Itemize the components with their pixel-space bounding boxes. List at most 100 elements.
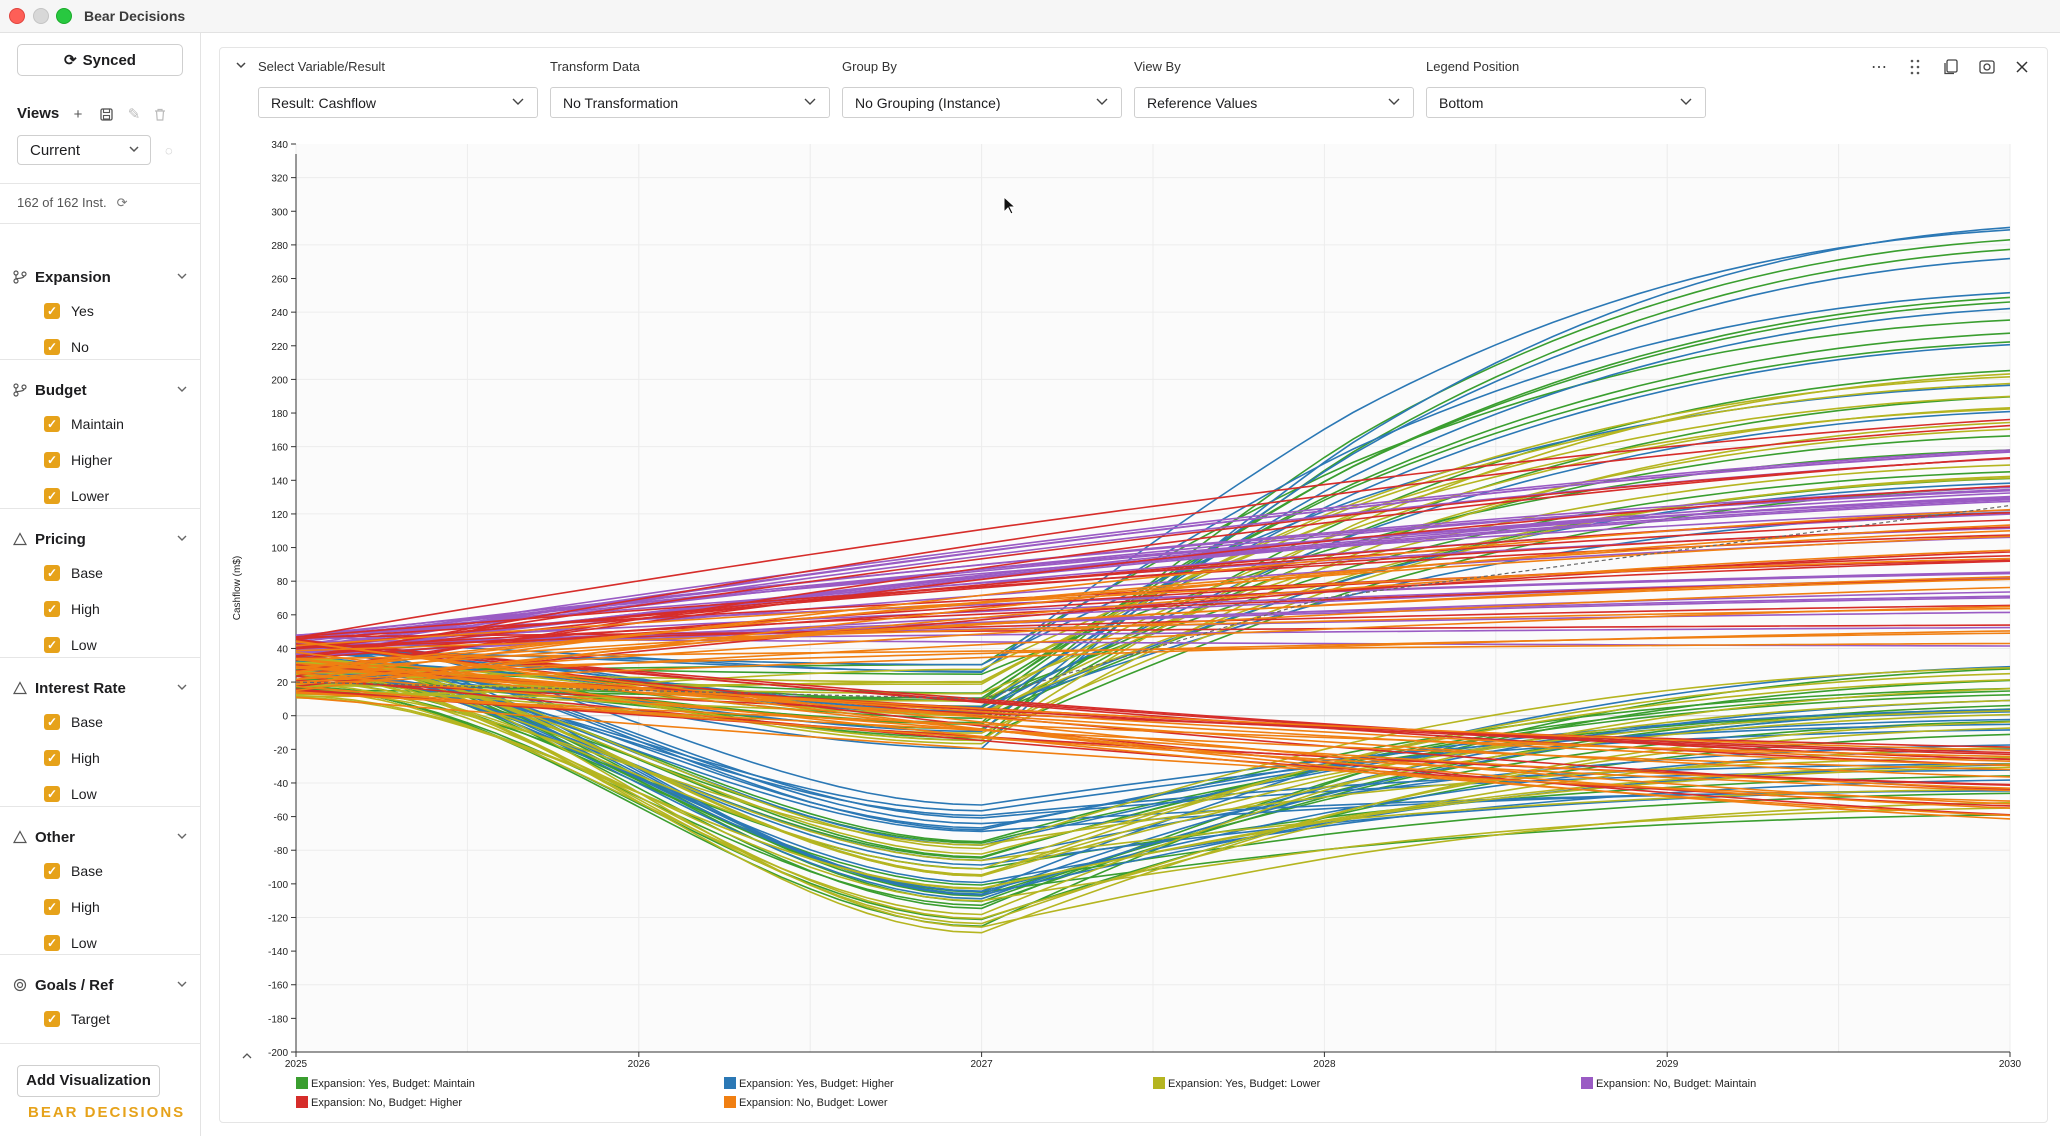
checkbox-checked[interactable]: ✓ <box>44 714 60 730</box>
refresh-view-icon[interactable]: ◌ <box>165 143 173 158</box>
series-line <box>295 477 2011 714</box>
filter-group-header[interactable]: Budget <box>13 382 188 402</box>
edit-view-icon[interactable]: ✎ <box>127 106 141 123</box>
series-line <box>295 665 2011 893</box>
group-by-select[interactable]: No Grouping (Instance) <box>842 87 1122 118</box>
legend-position-select[interactable]: Bottom <box>1426 87 1706 118</box>
chevron-down-icon <box>511 94 525 111</box>
collapse-legend-icon <box>242 1053 252 1059</box>
close-panel-icon[interactable] <box>2011 56 2033 78</box>
checkbox-checked[interactable]: ✓ <box>44 899 60 915</box>
legend-label: Expansion: No, Budget: Higher <box>311 1097 463 1109</box>
zoom-window-button[interactable] <box>56 8 72 24</box>
checkbox-checked[interactable]: ✓ <box>44 452 60 468</box>
chevron-down-icon <box>1387 94 1401 111</box>
delete-view-icon[interactable] <box>151 105 169 123</box>
series-line <box>295 485 2011 672</box>
divider <box>0 1043 200 1044</box>
checkbox-checked[interactable]: ✓ <box>44 339 60 355</box>
legend-item[interactable]: Expansion: Yes, Budget: Lower <box>1153 1077 1320 1090</box>
legend-item[interactable]: Expansion: Yes, Budget: Maintain <box>296 1077 475 1090</box>
y-tick-label: 140 <box>271 476 288 487</box>
views-select[interactable]: Current <box>17 135 151 165</box>
filter-option-label: Yes <box>71 303 94 319</box>
y-tick-label: 40 <box>277 644 289 655</box>
filter-group-header[interactable]: Pricing <box>12 531 188 551</box>
checkbox-checked[interactable]: ✓ <box>44 488 60 504</box>
checkbox-checked[interactable]: ✓ <box>44 750 60 766</box>
checkbox-checked[interactable]: ✓ <box>44 637 60 653</box>
warning-icon <box>12 681 28 698</box>
chevron-down-icon[interactable] <box>176 531 188 548</box>
divider <box>0 806 200 807</box>
series-line <box>295 665 2011 767</box>
y-tick-label: 320 <box>271 174 288 185</box>
series-line <box>295 696 2011 802</box>
filter-group-header[interactable]: Expansion <box>13 269 188 289</box>
add-visualization-button[interactable]: Add Visualization <box>17 1065 160 1097</box>
legend-item[interactable]: Expansion: No, Budget: Higher <box>296 1096 462 1109</box>
y-tick-label: -100 <box>268 880 288 891</box>
checkbox-checked[interactable]: ✓ <box>44 416 60 432</box>
chevron-down-icon[interactable] <box>176 977 188 994</box>
checkbox-checked[interactable]: ✓ <box>44 565 60 581</box>
series-line <box>295 519 2011 650</box>
more-options-icon[interactable]: ⋯ <box>1871 59 1887 76</box>
chevron-down-icon <box>1095 94 1109 111</box>
checkbox-checked[interactable]: ✓ <box>44 601 60 617</box>
series-line <box>295 486 2011 739</box>
variable-select[interactable]: Result: Cashflow <box>258 87 538 118</box>
close-window-button[interactable] <box>9 8 25 24</box>
filter-group-header[interactable]: Interest Rate <box>12 680 188 700</box>
series-line <box>295 679 2011 748</box>
export-image-icon[interactable] <box>1976 56 1998 78</box>
chevron-down-icon[interactable] <box>176 269 188 286</box>
legend-swatch <box>724 1096 736 1108</box>
series-line <box>295 657 2011 850</box>
series-line <box>295 450 2011 652</box>
chevron-down-icon[interactable] <box>176 680 188 697</box>
copy-icon[interactable] <box>1940 56 1962 78</box>
filter-group-header[interactable]: Other <box>12 829 188 849</box>
checkbox-checked[interactable]: ✓ <box>44 303 60 319</box>
series-line <box>295 535 2011 670</box>
divider <box>0 954 200 955</box>
y-tick-label: 160 <box>271 443 288 454</box>
series-line <box>295 560 2011 660</box>
legend-item[interactable]: Expansion: No, Budget: Lower <box>724 1096 888 1109</box>
series-line <box>295 683 2011 902</box>
y-axis-label: Cashflow (m$) <box>232 556 243 620</box>
transform-select[interactable]: No Transformation <box>550 87 830 118</box>
series-line <box>295 555 2011 657</box>
chevron-down-icon[interactable] <box>176 382 188 399</box>
checkbox-checked[interactable]: ✓ <box>44 1011 60 1027</box>
checkbox-checked[interactable]: ✓ <box>44 863 60 879</box>
checkbox-checked[interactable]: ✓ <box>44 786 60 802</box>
series-line <box>295 673 2011 862</box>
filter-option-label: Low <box>71 786 97 802</box>
filter-group-label: Expansion <box>35 269 111 286</box>
y-tick-label: -40 <box>274 779 289 790</box>
views-header: Views + ✎ <box>17 105 187 125</box>
target-icon <box>13 978 27 995</box>
refresh-instances-icon[interactable]: ⟳ <box>116 195 128 210</box>
filter-group-header[interactable]: Goals / Ref <box>13 977 188 997</box>
transform-select-value: No Transformation <box>563 95 679 111</box>
legend-item[interactable]: Expansion: No, Budget: Maintain <box>1581 1077 1756 1090</box>
drag-handle-icon[interactable] <box>1904 56 1926 78</box>
view-by-select[interactable]: Reference Values <box>1134 87 1414 118</box>
minimize-window-button[interactable] <box>33 8 49 24</box>
series-group <box>295 508 2011 820</box>
checkbox-checked[interactable]: ✓ <box>44 935 60 951</box>
x-tick-label: 2026 <box>628 1059 651 1070</box>
save-view-icon[interactable] <box>97 105 115 123</box>
collapse-chevron-icon[interactable] <box>235 59 247 74</box>
synced-button[interactable]: ⟳ Synced <box>17 44 183 76</box>
warning-icon <box>12 532 28 549</box>
series-line <box>295 428 2011 717</box>
synced-label: Synced <box>82 51 136 69</box>
legend-item[interactable]: Expansion: Yes, Budget: Higher <box>724 1077 894 1090</box>
chevron-down-icon[interactable] <box>176 829 188 846</box>
series-line <box>295 640 2011 805</box>
add-view-icon[interactable]: + <box>73 105 83 123</box>
